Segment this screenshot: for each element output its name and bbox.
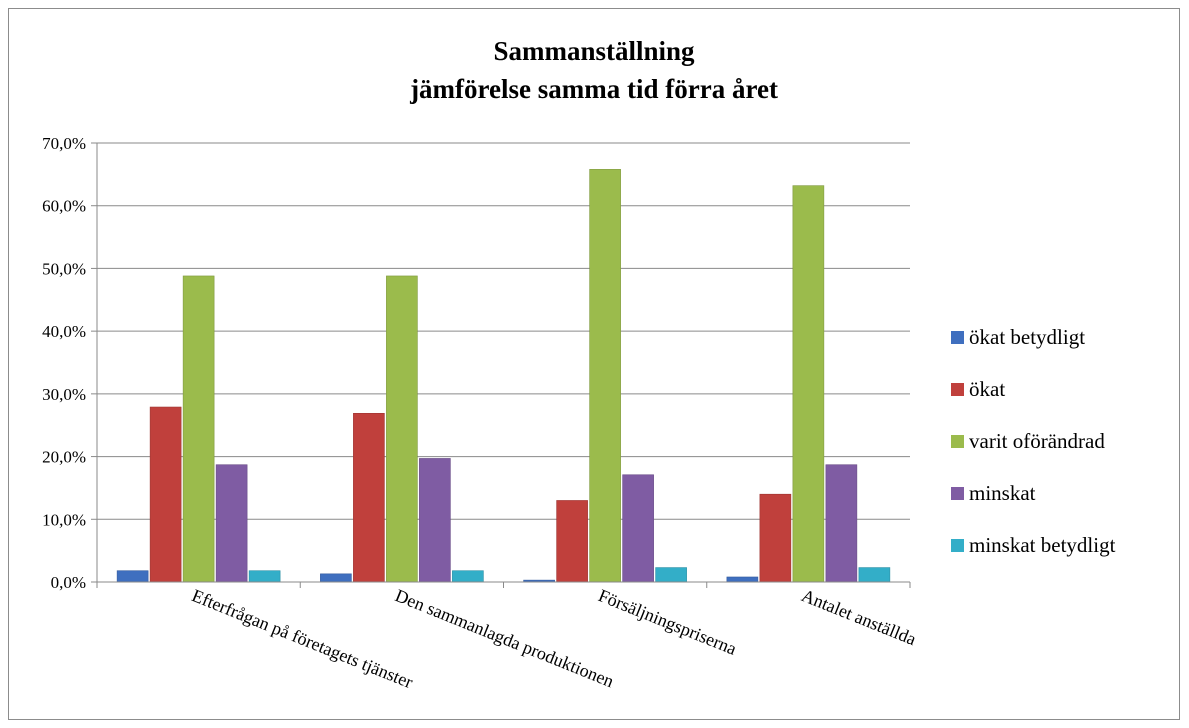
bar <box>759 493 792 583</box>
legend-label: minskat <box>969 480 1036 505</box>
legend-swatch <box>951 330 964 344</box>
legend-label: minskat betydligt <box>969 532 1116 557</box>
legend-label: ökat <box>969 376 1006 401</box>
legend-swatch <box>951 486 964 500</box>
y-tick-label: 50,0% <box>42 259 86 278</box>
category-label: Antalet anställda <box>799 585 919 649</box>
bar <box>726 576 759 583</box>
bars <box>116 169 891 583</box>
bar <box>386 275 418 583</box>
legend-item: varit oförändrad <box>951 415 1115 467</box>
chart-title: Sammanställning jämförelse samma tid för… <box>8 32 1180 108</box>
legend-swatch <box>951 434 964 448</box>
bar <box>655 567 687 583</box>
category-label: Den sammanlagda produktionen <box>392 585 616 691</box>
legend-swatch <box>951 382 964 396</box>
y-tick-label: 70,0% <box>42 134 86 153</box>
legend-item: ökat betydligt <box>951 311 1115 363</box>
bar <box>858 567 891 583</box>
category-label: Försäljningspriserna <box>596 585 740 659</box>
bar <box>452 570 484 583</box>
chart-title-line-2: jämförelse samma tid förra året <box>410 74 778 104</box>
y-tick-label: 30,0% <box>42 385 86 404</box>
legend-swatch <box>951 538 964 552</box>
legend: ökat betydligt ökat varit oförändrad minska… <box>951 311 1115 571</box>
bar <box>149 406 182 583</box>
bar <box>215 464 248 583</box>
y-tick-label: 60,0% <box>42 197 86 216</box>
bar <box>589 169 621 583</box>
bar <box>353 412 385 583</box>
bar <box>792 185 825 583</box>
legend-item: ökat <box>951 363 1115 415</box>
bar <box>622 474 654 583</box>
legend-item: minskat <box>951 467 1115 519</box>
y-tick-label: 40,0% <box>42 322 86 341</box>
bar <box>320 573 352 583</box>
bar <box>419 458 451 583</box>
legend-item: minskat betydligt <box>951 519 1115 571</box>
y-axis-tick-labels: 0,0% 10,0% 20,0% 30,0% 40,0% 50,0% 60,0% 70,0% <box>42 134 86 592</box>
category-label: Efterfrågan på företagets tjänster <box>189 585 416 692</box>
legend-label: ökat betydligt <box>969 324 1086 349</box>
bar <box>182 275 215 583</box>
bar <box>248 570 281 583</box>
bar <box>825 464 858 583</box>
legend-label: varit oförändrad <box>969 428 1105 453</box>
bar <box>556 500 588 583</box>
x-axis <box>96 143 911 588</box>
y-tick-label: 0,0% <box>51 573 86 592</box>
bar <box>116 570 149 583</box>
y-tick-label: 10,0% <box>42 510 86 529</box>
gridlines <box>91 142 910 583</box>
chart-title-line-1: Sammanställning <box>493 36 695 66</box>
y-tick-label: 20,0% <box>42 448 86 467</box>
